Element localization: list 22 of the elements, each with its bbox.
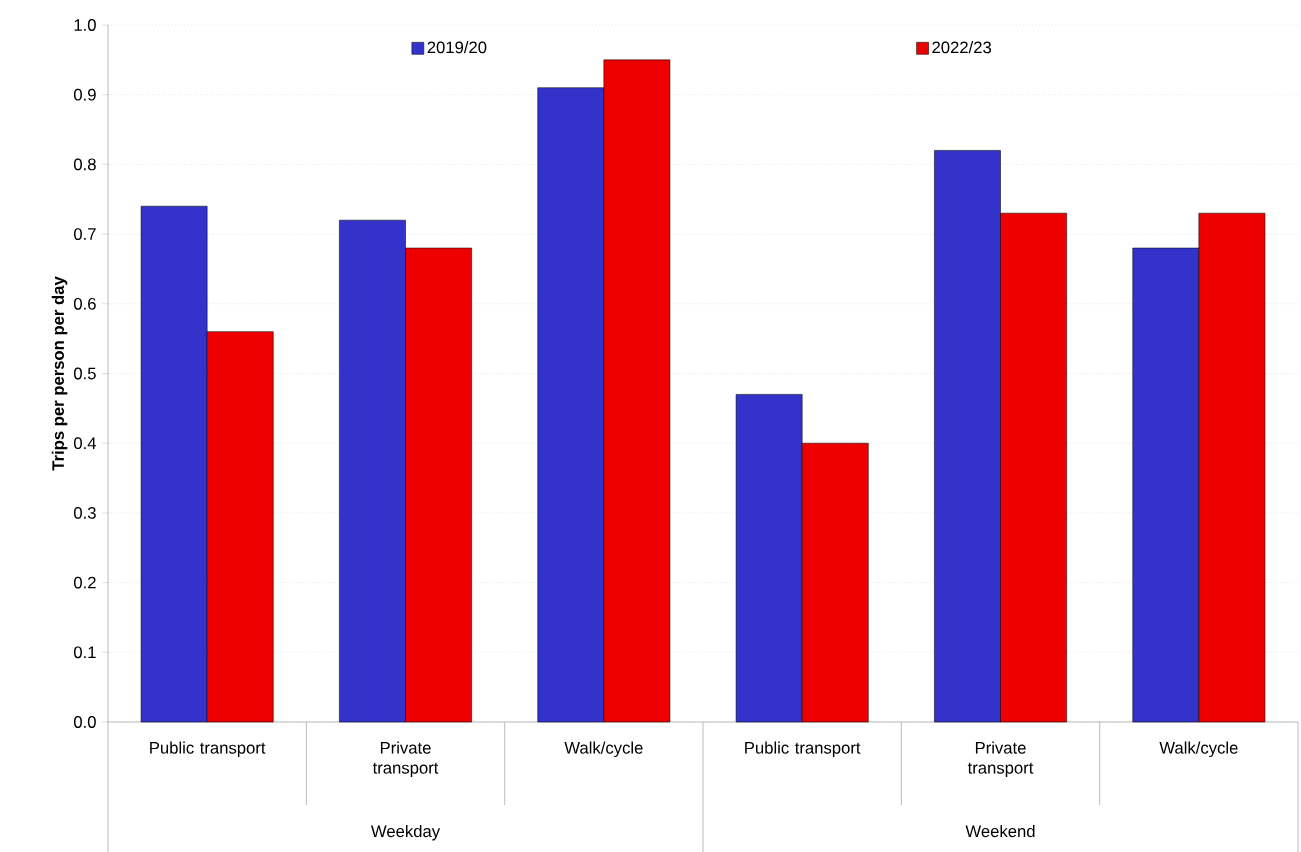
y-tick-label: 0.1 bbox=[73, 646, 96, 659]
y-tick-label: 0.0 bbox=[73, 716, 96, 728]
text: Weekday bbox=[371, 824, 441, 841]
legend-label: 2022/23 bbox=[932, 41, 992, 54]
y-tick-label: 0.6 bbox=[73, 297, 96, 310]
x-tick-label: Private transport bbox=[967, 741, 1034, 778]
text: Weekend bbox=[965, 824, 1035, 838]
x-tick-label: Public transport bbox=[150, 741, 266, 758]
x-tick-label: Private transport bbox=[372, 741, 439, 778]
y-tick-label: 0.9 bbox=[73, 88, 96, 101]
legend-label: 2019/20 bbox=[427, 41, 487, 54]
x-tick-label: Walk/cycle bbox=[1159, 741, 1238, 758]
y-tick-label: 0.4 bbox=[73, 437, 97, 450]
x-tick-label: Walk/cycle bbox=[564, 741, 643, 758]
y-axis-title: Trips per person per day bbox=[51, 276, 68, 471]
y-tick-label: 0.8 bbox=[73, 158, 96, 171]
y-tick-label: 0.7 bbox=[73, 228, 96, 240]
x-tick-label: Public transport bbox=[745, 741, 861, 758]
y-tick-label: 0.3 bbox=[73, 506, 96, 519]
y-tick-label: 1.0 bbox=[74, 19, 96, 31]
y-tick-label: 0.5 bbox=[73, 367, 96, 380]
y-tick-label: 0.2 bbox=[73, 576, 96, 589]
